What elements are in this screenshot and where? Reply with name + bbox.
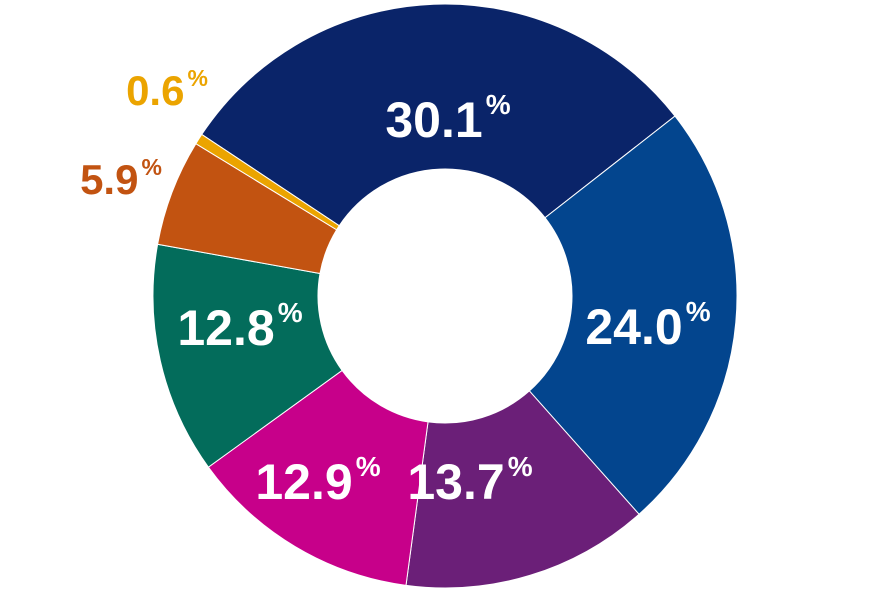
slices-layer [152,3,738,589]
slice-value: 5.9 [80,156,138,203]
slice-label-24-0: 24.0% [585,296,710,355]
slice-value: 0.6 [126,67,184,114]
slice-value: 12.8 [177,300,274,356]
slice-percent-sign: % [508,451,533,482]
slice-label-12-8: 12.8% [177,297,302,356]
slice-label-12-9: 12.9% [255,451,380,510]
slice-value: 13.7 [407,454,504,510]
slice-value: 24.0 [585,299,682,355]
slice-percent-sign: % [356,451,381,482]
slice-percent-sign: % [141,154,161,180]
donut-slice-13-7 [405,390,640,589]
slice-percent-sign: % [486,89,511,120]
donut-slice-0-6 [195,133,340,231]
slice-value: 12.9 [255,454,352,510]
slice-label-5-9: 5.9% [80,154,162,203]
donut-slice-24-0 [528,115,738,515]
slice-label-13-7: 13.7% [407,451,532,510]
donut-slice-30-1 [201,3,676,227]
donut-slice-12-9 [207,369,429,586]
slice-value: 30.1 [385,92,482,148]
slice-percent-sign: % [187,65,207,91]
slice-percent-sign: % [686,296,711,327]
labels-layer: 30.1 %24.0 %13.7 %12.9 %12.8 %5.9 %0.6% [80,65,711,510]
slice-label-0-6: 0.6% [126,65,208,114]
slice-label-30-1: 30.1% [385,89,510,148]
donut-slice-12-8 [152,243,343,468]
slice-percent-sign: % [278,297,303,328]
